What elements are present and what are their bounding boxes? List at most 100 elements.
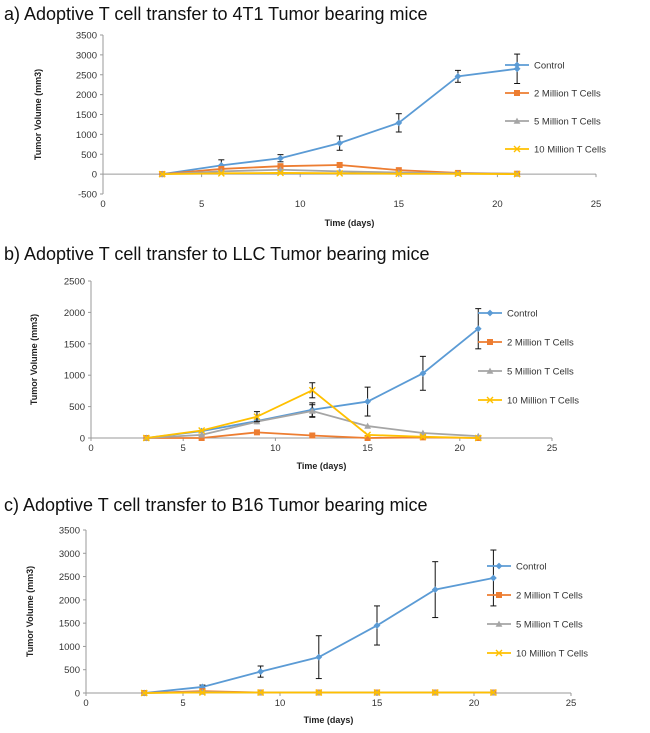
- x-tick-label: 20: [455, 443, 466, 454]
- legend-swatch-marker: [486, 309, 494, 317]
- legend-label: 2 Million T Cells: [516, 591, 583, 602]
- data-point: [142, 434, 150, 442]
- data-point: [431, 586, 439, 594]
- data-point: [431, 689, 439, 697]
- x-tick-label: 5: [199, 199, 204, 210]
- data-point: [336, 161, 343, 168]
- data-point: [336, 169, 344, 177]
- data-point: [217, 169, 225, 177]
- legend-label: 10 Million T Cells: [534, 145, 606, 156]
- y-tick-label: 2500: [76, 70, 97, 81]
- x-tick-label: 15: [372, 698, 383, 709]
- data-point: [490, 574, 497, 582]
- legend-swatch-marker: [514, 90, 520, 96]
- data-point: [419, 433, 427, 441]
- y-tick-label: 2000: [64, 308, 85, 319]
- data-point: [513, 170, 521, 178]
- legend-label: Control: [534, 61, 565, 72]
- x-tick-label: 25: [547, 443, 558, 454]
- x-tick-label: 10: [275, 698, 286, 709]
- x-axis-title: Time (days): [297, 461, 347, 471]
- data-point: [253, 429, 260, 436]
- data-point: [198, 426, 206, 434]
- y-tick-label: 1000: [76, 130, 97, 141]
- data-point: [419, 369, 427, 377]
- data-point: [336, 139, 344, 147]
- data-point: [308, 386, 316, 394]
- legend-swatch-marker: [513, 117, 521, 124]
- data-point: [158, 170, 166, 178]
- y-tick-label: 3500: [76, 31, 97, 42]
- panel-b-title: b) Adoptive T cell transfer to LLC Tumor…: [4, 244, 430, 264]
- y-tick-label: 1000: [64, 371, 85, 382]
- x-tick-label: 5: [181, 443, 186, 454]
- data-point: [140, 689, 148, 697]
- y-tick-label: 2500: [64, 277, 85, 288]
- data-point: [315, 653, 323, 661]
- legend-label: 2 Million T Cells: [507, 338, 574, 349]
- legend-swatch-marker: [495, 649, 503, 657]
- y-tick-label: 3500: [59, 526, 80, 537]
- data-point: [364, 435, 371, 441]
- data-point: [257, 668, 264, 675]
- data-point: [454, 72, 462, 80]
- data-point: [454, 170, 462, 178]
- x-tick-label: 25: [591, 199, 602, 210]
- y-tick-label: 1500: [76, 110, 97, 121]
- x-axis-title: Time (days): [325, 218, 375, 228]
- legend-label: 10 Million T Cells: [507, 396, 579, 407]
- x-tick-label: 10: [270, 443, 281, 454]
- y-tick-label: 0: [80, 434, 85, 445]
- panel-c-title: c) Adoptive T cell transfer to B16 Tumor…: [4, 495, 428, 515]
- data-point: [315, 689, 323, 697]
- legend-swatch-marker: [486, 396, 494, 404]
- data-point: [308, 407, 316, 414]
- data-point: [364, 431, 372, 439]
- legend-swatch-marker: [496, 592, 502, 598]
- y-tick-label: 2000: [59, 595, 80, 606]
- data-point: [309, 432, 316, 439]
- data-point: [364, 422, 371, 429]
- legend-swatch-marker: [513, 145, 521, 153]
- data-point: [474, 325, 482, 333]
- y-tick-label: 1500: [64, 339, 85, 350]
- legend-label: 5 Million T Cells: [516, 620, 583, 631]
- y-axis-title: Tumor Volume (mm3): [25, 566, 35, 657]
- legend-swatch-marker: [513, 61, 521, 69]
- x-tick-label: 0: [83, 698, 88, 709]
- y-tick-label: 1000: [59, 642, 80, 653]
- legend-label: Control: [516, 562, 547, 573]
- x-tick-label: 25: [566, 698, 577, 709]
- legend-label: Control: [507, 309, 538, 320]
- data-point: [513, 65, 521, 73]
- x-tick-label: 15: [362, 443, 373, 454]
- y-tick-label: -500: [78, 190, 97, 201]
- data-point: [395, 170, 403, 178]
- chart-panel-b: 0 500 1000 1500 2000 2500 0 5 10 15 20 25 Time (days…: [29, 277, 579, 472]
- y-tick-label: 0: [75, 689, 80, 700]
- legend-label: 2 Million T Cells: [534, 89, 601, 100]
- legend-label: 5 Million T Cells: [534, 117, 601, 128]
- y-tick-label: 0: [92, 170, 97, 181]
- data-point: [277, 163, 284, 170]
- data-point: [198, 435, 205, 441]
- y-tick-label: 500: [69, 402, 85, 413]
- panel-a-title: a) Adoptive T cell transfer to 4T1 Tumor…: [4, 4, 428, 24]
- data-point: [277, 154, 284, 162]
- legend-label: 5 Million T Cells: [507, 367, 574, 378]
- data-point: [198, 689, 206, 697]
- data-point: [489, 689, 497, 697]
- y-tick-label: 500: [81, 150, 97, 161]
- y-axis-title: Tumor Volume (mm3): [29, 314, 39, 405]
- y-tick-label: 2500: [59, 572, 80, 583]
- legend-swatch-marker: [495, 562, 503, 570]
- data-point: [474, 434, 482, 442]
- x-tick-label: 10: [295, 199, 306, 210]
- x-tick-label: 20: [492, 199, 503, 210]
- y-tick-label: 3000: [76, 50, 97, 61]
- x-tick-label: 0: [88, 443, 93, 454]
- x-axis-title: Time (days): [304, 715, 354, 725]
- y-tick-label: 3000: [59, 549, 80, 560]
